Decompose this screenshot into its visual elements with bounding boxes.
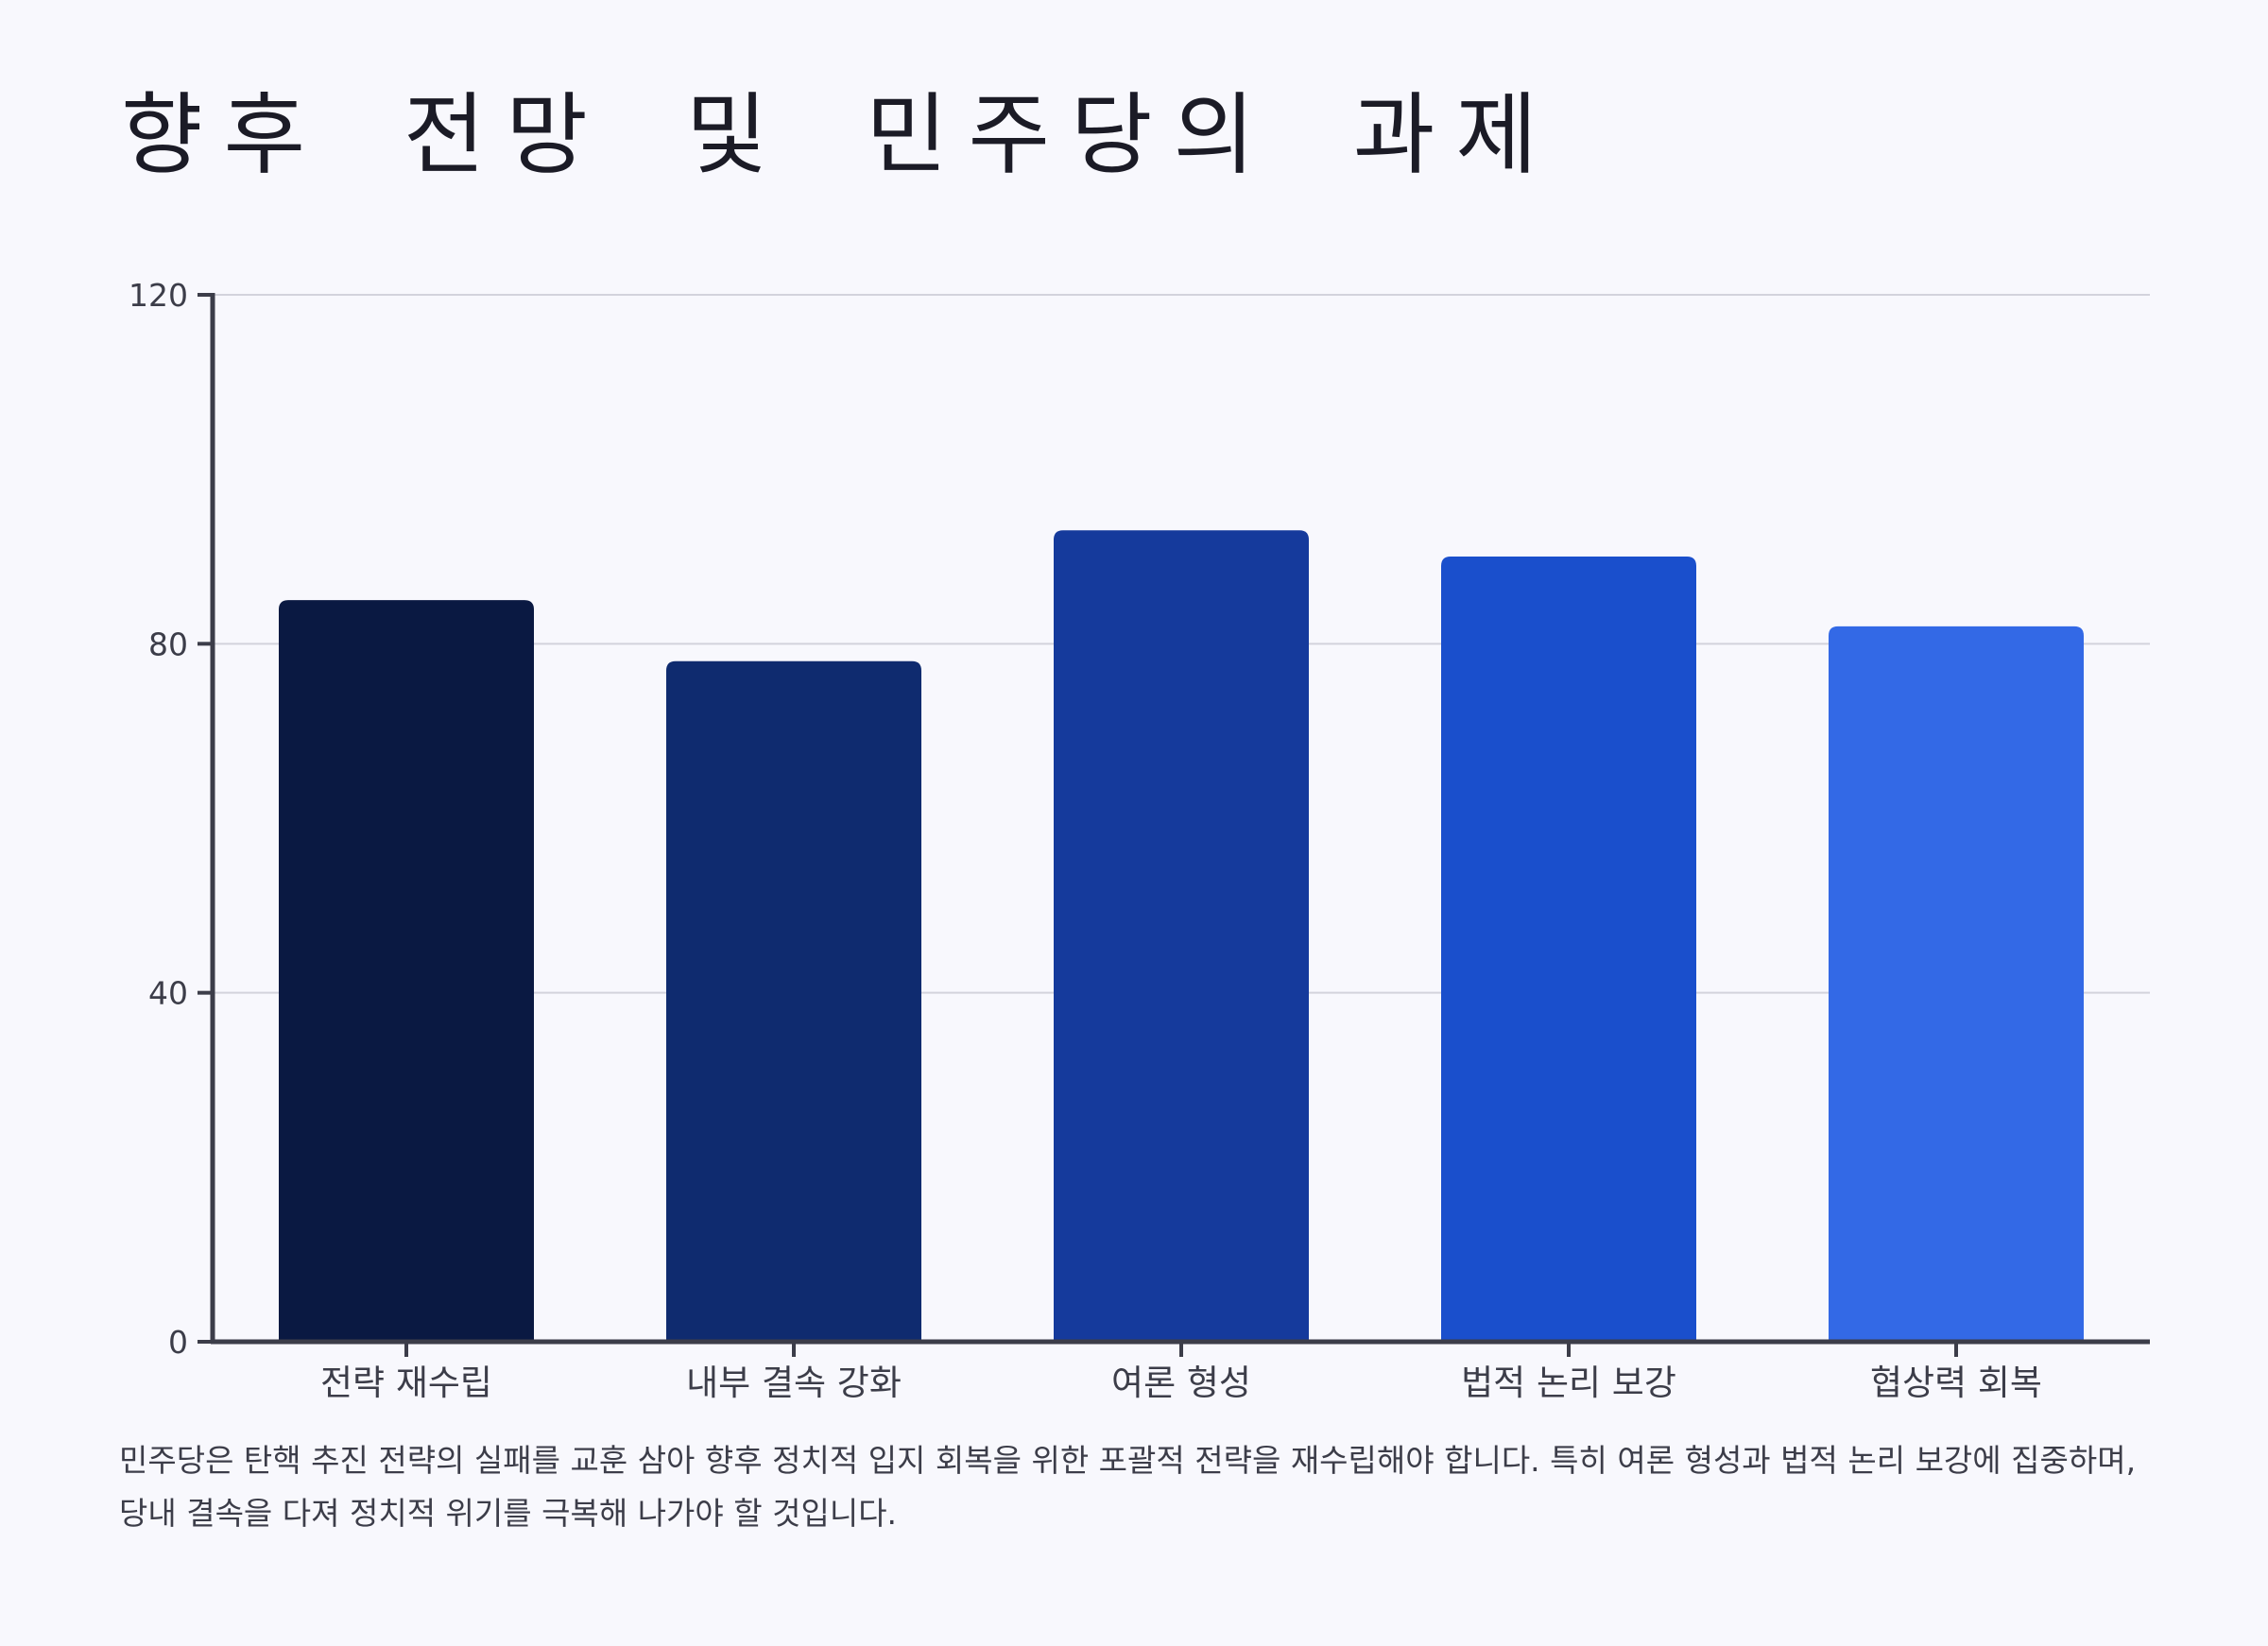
- page-title: 향후 전망 및 민주당의 과제: [121, 84, 1558, 187]
- y-axis: 0 40 80 120: [129, 277, 215, 1361]
- bar: [1054, 530, 1309, 1342]
- bars: [279, 530, 2084, 1342]
- bar: [1829, 626, 2084, 1342]
- x-tick-label: 법적 논리 보강: [1461, 1363, 1676, 1403]
- y-tick-label: 120: [129, 277, 188, 314]
- x-tick-label: 협상력 회복: [1870, 1363, 2042, 1403]
- bar: [1441, 557, 1696, 1342]
- bar: [666, 660, 921, 1342]
- bar-chart: 0 40 80 120 전략 재수립 내부 결속 강화 여론 형성 법적 논리 보강 협상력 …: [129, 277, 2150, 1403]
- y-tick-label: 80: [148, 626, 188, 662]
- y-tick-label: 40: [148, 975, 188, 1012]
- bar: [279, 600, 534, 1342]
- description-text: 민주당은 탄핵 추진 전략의 실패를 교훈 삼아 향후 정치적 입지 회복을 위…: [119, 1442, 2137, 1532]
- x-tick-label: 내부 결속 강화: [686, 1363, 902, 1403]
- x-tick-label: 여론 형성: [1111, 1363, 1251, 1403]
- y-tick-label: 0: [168, 1324, 188, 1361]
- x-axis: 전략 재수립 내부 결속 강화 여론 형성 법적 논리 보강 협상력 회복: [211, 1339, 2150, 1403]
- x-tick-label: 전략 재수립: [320, 1363, 492, 1403]
